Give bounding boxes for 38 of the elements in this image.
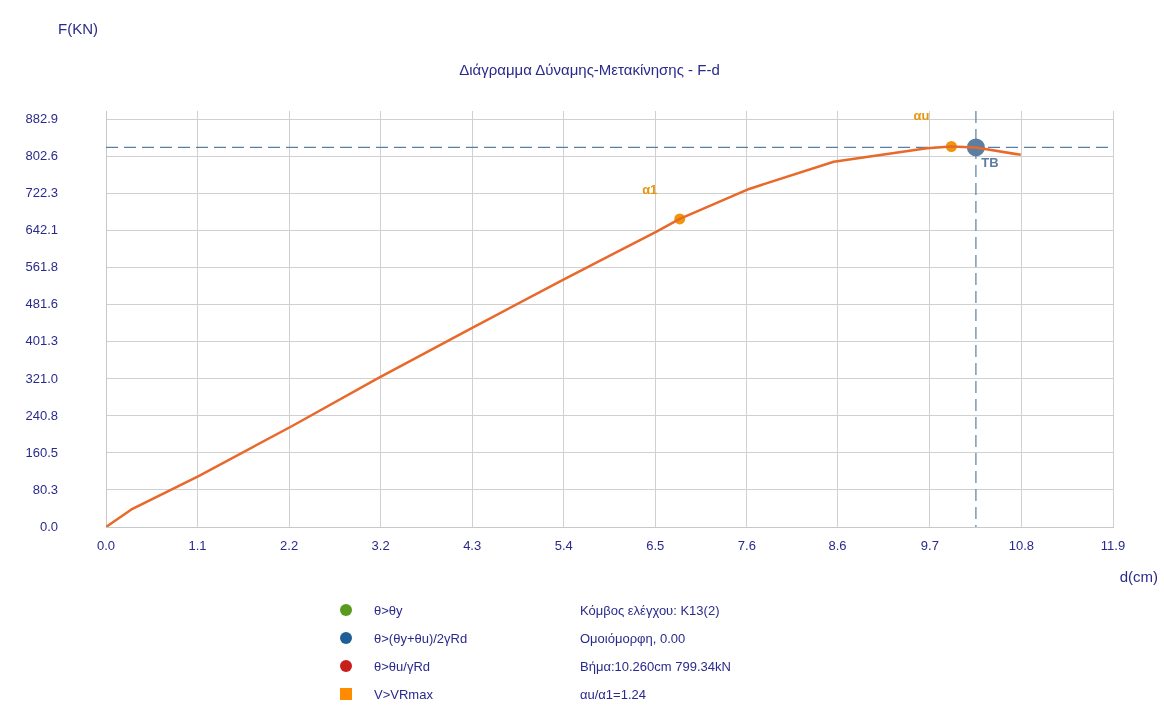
x-tick-label: 11.9: [1100, 538, 1126, 554]
x-tick-label: 5.4: [554, 538, 573, 554]
x-tick-label: 8.6: [828, 538, 847, 554]
text: Κόμβος ελέγχου: K13(2): [580, 601, 721, 620]
y-tick-label: 321.0: [25, 370, 58, 386]
y-tick-label: 561.8: [25, 259, 58, 275]
x-tick-label: 2.2: [280, 538, 299, 554]
legend-label: V>VRmax: [374, 686, 433, 702]
text: αu/α1=1.24: [580, 685, 647, 704]
y-tick-label: 160.5: [25, 444, 58, 460]
y-tick-label: 240.8: [25, 407, 58, 423]
annotation: α1: [642, 181, 658, 197]
x-tick-label: 3.2: [371, 538, 390, 554]
y-tick-label: 642.1: [25, 222, 58, 238]
x-tick-label: 4.3: [463, 538, 482, 554]
legend-label: θ>(θy+θu)/2γRd: [374, 630, 468, 646]
y-axis-title: F(KN): [58, 20, 98, 37]
chart-title: Διάγραμμα Δύναμης-Μετακίνησης - F-d: [459, 61, 720, 78]
text: Ομοιόμορφη, 0.00: [580, 629, 687, 648]
legend-label: θ>θy: [374, 602, 403, 618]
legend-label: θ>θu/γRd: [374, 658, 431, 674]
x-tick-label: 7.6: [737, 538, 756, 554]
x-tick-label: 6.5: [646, 538, 665, 554]
text: Βήμα:10.260cm 799.34kN: [580, 657, 731, 676]
x-axis-title: d(cm): [1119, 568, 1158, 585]
annotation: TB: [981, 155, 999, 171]
x-tick-label: 10.8: [1008, 538, 1035, 554]
annotation: αu: [913, 107, 930, 123]
y-tick-label: 481.6: [25, 296, 58, 312]
y-tick-label: 802.6: [25, 148, 58, 164]
y-tick-label: 882.9: [25, 111, 58, 127]
x-tick-label: 1.1: [188, 538, 207, 554]
x-tick-label: 0.0: [96, 538, 116, 554]
y-tick-label: 80.3: [32, 481, 58, 497]
y-tick-label: 401.3: [25, 333, 58, 349]
x-tick-label: 9.7: [920, 538, 939, 554]
y-tick-label: 0.0: [39, 518, 58, 534]
y-tick-label: 722.3: [25, 185, 58, 201]
